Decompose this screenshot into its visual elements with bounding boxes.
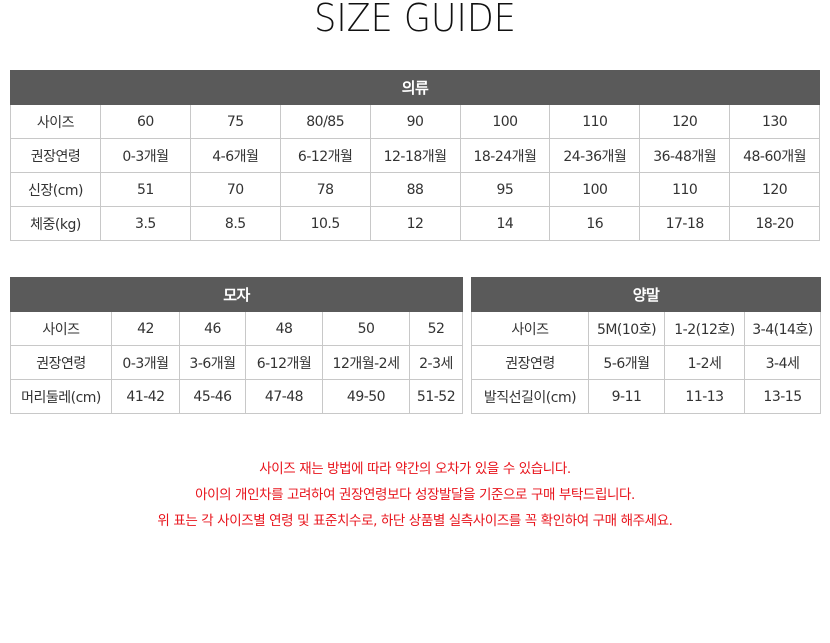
table-cell: 48-60개월 bbox=[729, 138, 820, 173]
row-label: 체중(kg) bbox=[10, 206, 101, 241]
table-cell: 110 bbox=[549, 104, 641, 139]
row-label: 사이즈 bbox=[10, 311, 112, 346]
table-row: 권장연령 0-3개월 3-6개월 6-12개월 12개월-2세 2-3세 bbox=[10, 345, 464, 380]
table-cell: 16 bbox=[549, 206, 641, 241]
table-cell: 78 bbox=[279, 172, 371, 207]
clothes-table-title: 의류 bbox=[10, 70, 820, 105]
row-label: 권장연령 bbox=[471, 345, 589, 380]
table-cell: 6-12개월 bbox=[279, 138, 371, 173]
table-cell: 46 bbox=[179, 311, 246, 346]
table-row: 신장(cm) 51 70 78 88 95 100 110 120 bbox=[10, 172, 820, 207]
table-cell: 0-3개월 bbox=[111, 345, 180, 380]
table-row: 권장연령 5-6개월 1-2세 3-4세 bbox=[471, 345, 822, 380]
table-cell: 6-12개월 bbox=[245, 345, 323, 380]
table-cell: 75 bbox=[189, 104, 281, 139]
table-cell: 12-18개월 bbox=[369, 138, 461, 173]
table-cell: 52 bbox=[408, 311, 464, 346]
table-header-row: 모자 bbox=[9, 277, 464, 312]
table-cell: 18-24개월 bbox=[459, 138, 551, 173]
table-cell: 18-20 bbox=[729, 206, 820, 241]
table-row: 사이즈 42 46 48 50 52 bbox=[10, 311, 464, 346]
table-cell: 17-18 bbox=[639, 206, 731, 241]
table-cell: 0-3개월 bbox=[100, 138, 191, 173]
table-cell: 60 bbox=[100, 104, 191, 139]
table-cell: 95 bbox=[459, 172, 551, 207]
table-cell: 48 bbox=[245, 311, 323, 346]
table-row: 권장연령 0-3개월 4-6개월 6-12개월 12-18개월 18-24개월 24-36개… bbox=[10, 138, 820, 173]
table-cell: 110 bbox=[639, 172, 731, 207]
table-row: 사이즈 60 75 80/85 90 100 110 120 130 bbox=[10, 104, 820, 139]
table-cell: 130 bbox=[729, 104, 820, 139]
table-cell: 51 bbox=[100, 172, 191, 207]
table-cell: 42 bbox=[111, 311, 180, 346]
table-cell: 50 bbox=[322, 311, 410, 346]
row-label: 권장연령 bbox=[10, 345, 112, 380]
table-cell: 4-6개월 bbox=[189, 138, 281, 173]
table-cell: 3.5 bbox=[100, 206, 191, 241]
hat-size-table: 모자 사이즈 42 46 48 50 52 권장연령 0-3개월 3-6개월 6-12개월 12개월-… bbox=[9, 277, 464, 414]
row-label: 발직선길이(cm) bbox=[471, 379, 589, 414]
table-row: 머리둘레(cm) 41-42 45-46 47-48 49-50 51-52 bbox=[10, 379, 464, 414]
clothes-size-table: 의류 사이즈 60 75 80/85 90 100 110 120 130 권장연령 0-3개월 4-6… bbox=[10, 70, 820, 241]
table-cell: 12 bbox=[369, 206, 461, 241]
table-cell: 13-15 bbox=[743, 379, 822, 414]
table-cell: 3-4세 bbox=[743, 345, 822, 380]
table-cell: 3-6개월 bbox=[179, 345, 246, 380]
row-label: 머리둘레(cm) bbox=[10, 379, 112, 414]
table-cell: 24-36개월 bbox=[549, 138, 641, 173]
table-cell: 88 bbox=[369, 172, 461, 207]
notice-line-2: 아이의 개인차를 고려하여 권장연령보다 성장발달을 기준으로 구매 부탁드립니… bbox=[195, 487, 635, 503]
table-cell: 9-11 bbox=[588, 379, 665, 414]
table-cell: 2-3세 bbox=[408, 345, 464, 380]
table-cell: 3-4(14호) bbox=[743, 311, 822, 346]
table-cell: 51-52 bbox=[408, 379, 464, 414]
socks-table-title: 양말 bbox=[470, 277, 822, 312]
table-cell: 14 bbox=[459, 206, 551, 241]
table-cell: 80/85 bbox=[279, 104, 371, 139]
table-cell: 90 bbox=[369, 104, 461, 139]
table-cell: 1-2세 bbox=[664, 345, 745, 380]
table-cell: 12개월-2세 bbox=[322, 345, 410, 380]
table-row: 사이즈 5M(10호) 1-2(12호) 3-4(14호) bbox=[471, 311, 822, 346]
table-header-row: 양말 bbox=[470, 277, 822, 312]
table-cell: 70 bbox=[189, 172, 281, 207]
hat-table-title: 모자 bbox=[9, 277, 464, 312]
table-cell: 8.5 bbox=[189, 206, 281, 241]
table-cell: 11-13 bbox=[664, 379, 745, 414]
table-cell: 120 bbox=[729, 172, 820, 207]
table-cell: 49-50 bbox=[322, 379, 410, 414]
table-cell: 120 bbox=[639, 104, 731, 139]
table-cell: 47-48 bbox=[245, 379, 323, 414]
table-cell: 36-48개월 bbox=[639, 138, 731, 173]
socks-size-table: 양말 사이즈 5M(10호) 1-2(12호) 3-4(14호) 권장연령 5-6개월 1-2… bbox=[470, 277, 822, 414]
row-label: 사이즈 bbox=[471, 311, 589, 346]
notice-line-1: 사이즈 재는 방법에 따라 약간의 오차가 있을 수 있습니다. bbox=[259, 461, 571, 477]
row-label: 권장연령 bbox=[10, 138, 101, 173]
table-cell: 5M(10호) bbox=[588, 311, 665, 346]
row-label: 신장(cm) bbox=[10, 172, 101, 207]
notice-line-3: 위 표는 각 사이즈별 연령 및 표준치수로, 하단 상품별 실측사이즈를 꼭 … bbox=[157, 513, 673, 529]
table-header-row: 의류 bbox=[10, 70, 820, 105]
table-cell: 41-42 bbox=[111, 379, 180, 414]
table-cell: 5-6개월 bbox=[588, 345, 665, 380]
table-row: 발직선길이(cm) 9-11 11-13 13-15 bbox=[471, 379, 822, 414]
table-cell: 1-2(12호) bbox=[664, 311, 745, 346]
row-label: 사이즈 bbox=[10, 104, 101, 139]
table-cell: 45-46 bbox=[179, 379, 246, 414]
table-cell: 10.5 bbox=[279, 206, 371, 241]
table-cell: 100 bbox=[549, 172, 641, 207]
table-cell: 100 bbox=[459, 104, 551, 139]
table-row: 체중(kg) 3.5 8.5 10.5 12 14 16 17-18 18-20 bbox=[10, 206, 820, 241]
page-title: SIZE GUIDE bbox=[314, 0, 516, 40]
